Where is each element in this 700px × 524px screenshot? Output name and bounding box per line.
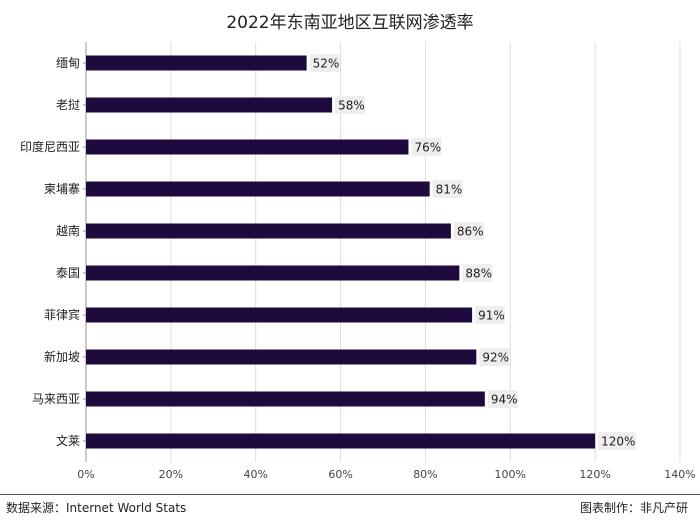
bar — [86, 55, 307, 71]
chart-title: 2022年东南亚地区互联网渗透率 — [226, 13, 474, 33]
bar — [86, 97, 333, 113]
data-label-background — [335, 96, 366, 114]
data-label-background — [453, 222, 484, 240]
data-label-background — [462, 264, 493, 282]
x-tick-label: 100% — [495, 468, 526, 481]
data-label-background — [475, 306, 506, 324]
category-label: 柬埔寨 — [44, 181, 80, 196]
data-label: 76% — [414, 141, 441, 155]
x-tick-label: 40% — [243, 468, 267, 481]
data-source: 数据来源：Internet World Stats — [6, 501, 187, 515]
data-label: 81% — [436, 183, 463, 197]
data-label: 92% — [482, 351, 509, 365]
category-label: 菲律宾 — [44, 307, 80, 322]
category-label: 泰国 — [56, 266, 80, 280]
category-label: 文莱 — [56, 433, 80, 448]
category-label: 马来西亚 — [32, 392, 80, 406]
bar-chart: 0% 20% 40% 60% 80% 100% 120% 140% 缅甸 52% 老挝 58% 印度尼西… — [20, 42, 696, 481]
category-label: 新加坡 — [44, 349, 80, 364]
data-label: 88% — [465, 267, 492, 281]
data-label: 94% — [491, 393, 518, 407]
bar — [86, 349, 477, 365]
bar — [86, 433, 596, 449]
data-label-background — [487, 390, 518, 408]
bar — [86, 265, 460, 281]
x-tick-label: 20% — [159, 468, 183, 481]
category-label: 印度尼西亚 — [20, 139, 80, 154]
bar — [86, 139, 409, 155]
x-tick-label: 140% — [664, 468, 695, 481]
data-label-background — [411, 138, 442, 156]
data-label: 86% — [457, 225, 484, 239]
data-label: 58% — [338, 99, 365, 113]
data-label: 120% — [601, 435, 635, 449]
bar — [86, 181, 430, 197]
category-label: 老挝 — [56, 98, 80, 112]
x-tick-label: 120% — [579, 468, 610, 481]
data-label: 91% — [478, 309, 505, 323]
data-label-background — [309, 54, 340, 72]
data-label-background — [598, 432, 637, 450]
data-label-background — [479, 348, 510, 366]
data-label: 52% — [313, 57, 340, 71]
x-tick-label: 80% — [413, 468, 437, 481]
category-label: 缅甸 — [56, 56, 80, 70]
x-tick-label: 60% — [328, 468, 352, 481]
bar — [86, 391, 485, 407]
data-label-background — [432, 180, 463, 198]
footer-divider — [0, 494, 700, 495]
bar — [86, 223, 451, 239]
bar — [86, 307, 473, 323]
chart-credit: 图表制作：非凡产研 — [579, 501, 688, 515]
x-tick-label: 0% — [77, 468, 94, 481]
category-label: 越南 — [56, 223, 80, 238]
